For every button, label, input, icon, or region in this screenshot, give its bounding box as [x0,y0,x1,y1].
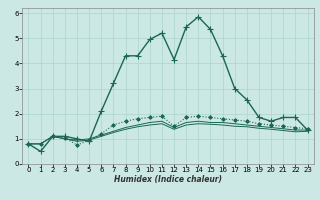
X-axis label: Humidex (Indice chaleur): Humidex (Indice chaleur) [114,175,222,184]
